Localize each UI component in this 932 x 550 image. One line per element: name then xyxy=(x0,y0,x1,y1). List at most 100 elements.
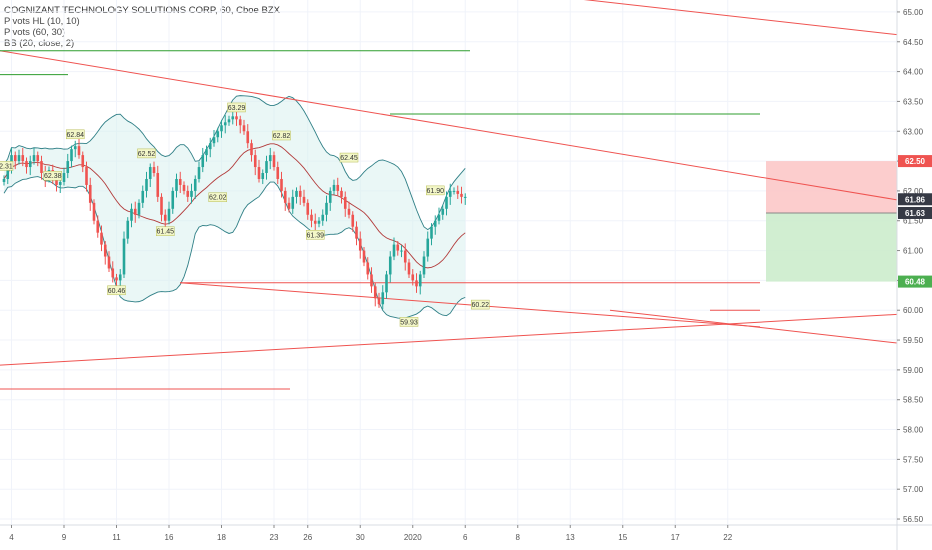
candle-body[interactable] xyxy=(261,173,265,179)
candle-body[interactable] xyxy=(21,155,25,162)
candle-body[interactable] xyxy=(388,256,392,275)
candle-body[interactable] xyxy=(253,155,257,168)
candle-body[interactable] xyxy=(460,193,463,197)
candle-body[interactable] xyxy=(88,184,92,203)
candle-body[interactable] xyxy=(433,220,437,227)
candle-body[interactable] xyxy=(238,119,242,126)
candle-body[interactable] xyxy=(58,181,62,185)
candle-body[interactable] xyxy=(456,190,460,194)
candle-body[interactable] xyxy=(10,155,13,168)
candle-body[interactable] xyxy=(430,226,433,239)
candle-body[interactable] xyxy=(257,167,261,179)
candle-body[interactable] xyxy=(328,190,332,203)
candle-body[interactable] xyxy=(242,125,246,132)
candle-body[interactable] xyxy=(332,184,336,191)
candle-body[interactable] xyxy=(351,214,355,227)
candle-body[interactable] xyxy=(373,286,377,299)
trend-line[interactable] xyxy=(179,282,761,328)
candle-body[interactable] xyxy=(107,256,111,269)
candle-body[interactable] xyxy=(340,190,343,197)
candle-body[interactable] xyxy=(250,143,253,156)
candle-body[interactable] xyxy=(370,274,373,287)
trend-line[interactable] xyxy=(0,50,898,201)
candle-body[interactable] xyxy=(377,298,381,305)
candle-body[interactable] xyxy=(167,208,171,221)
candle-body[interactable] xyxy=(152,167,156,174)
candle-body[interactable] xyxy=(148,167,152,179)
candle-body[interactable] xyxy=(452,190,456,192)
candle-body[interactable] xyxy=(66,161,70,174)
candle-body[interactable] xyxy=(463,196,467,198)
candle-body[interactable] xyxy=(223,122,227,126)
candle-body[interactable] xyxy=(287,202,291,209)
candle-body[interactable] xyxy=(55,178,58,185)
candle-body[interactable] xyxy=(445,196,448,209)
candle-body[interactable] xyxy=(126,220,130,239)
candle-body[interactable] xyxy=(73,146,77,150)
candle-body[interactable] xyxy=(25,161,28,168)
candle-body[interactable] xyxy=(272,155,276,168)
candle-body[interactable] xyxy=(81,155,85,168)
candle-body[interactable] xyxy=(347,208,351,215)
candle-body[interactable] xyxy=(437,214,441,221)
candle-body[interactable] xyxy=(448,190,452,197)
candle-body[interactable] xyxy=(325,202,328,215)
candle-body[interactable] xyxy=(381,292,385,305)
candle-body[interactable] xyxy=(276,167,280,179)
candle-body[interactable] xyxy=(422,256,426,275)
candle-body[interactable] xyxy=(411,274,415,281)
candle-body[interactable] xyxy=(400,250,403,252)
candle-body[interactable] xyxy=(85,167,88,185)
candle-body[interactable] xyxy=(186,190,190,197)
candle-body[interactable] xyxy=(343,196,347,209)
candle-body[interactable] xyxy=(163,214,167,221)
candle-body[interactable] xyxy=(426,238,430,257)
candle-body[interactable] xyxy=(407,262,411,275)
candle-body[interactable] xyxy=(231,116,235,120)
candle-body[interactable] xyxy=(246,131,250,144)
candle-body[interactable] xyxy=(385,274,388,293)
candle-body[interactable] xyxy=(137,202,141,215)
candle-body[interactable] xyxy=(396,244,400,251)
candle-body[interactable] xyxy=(92,202,96,221)
candle-body[interactable] xyxy=(355,226,358,239)
candle-body[interactable] xyxy=(6,167,10,179)
candle-body[interactable] xyxy=(13,155,17,162)
candle-body[interactable] xyxy=(265,161,268,174)
candle-body[interactable] xyxy=(178,178,182,185)
candle-body[interactable] xyxy=(111,268,115,278)
candle-body[interactable] xyxy=(141,190,145,203)
candle-body[interactable] xyxy=(441,208,445,215)
candle-body[interactable] xyxy=(32,155,36,162)
candle-body[interactable] xyxy=(403,250,407,263)
candle-body[interactable] xyxy=(36,155,40,162)
candle-body[interactable] xyxy=(115,277,118,281)
candle-body[interactable] xyxy=(208,143,212,150)
candle-body[interactable] xyxy=(415,280,418,287)
candle-body[interactable] xyxy=(96,220,100,233)
candle-body[interactable] xyxy=(145,178,148,191)
candle-body[interactable] xyxy=(193,178,197,191)
candle-body[interactable] xyxy=(216,131,220,138)
candle-body[interactable] xyxy=(103,244,107,257)
candle-body[interactable] xyxy=(283,190,287,203)
candle-body[interactable] xyxy=(160,196,163,215)
candle-body[interactable] xyxy=(205,149,208,156)
candle-body[interactable] xyxy=(366,262,370,275)
candle-body[interactable] xyxy=(122,238,126,275)
candle-body[interactable] xyxy=(130,208,133,221)
candle-body[interactable] xyxy=(171,190,175,209)
candle-body[interactable] xyxy=(201,155,205,168)
candle-body[interactable] xyxy=(62,173,66,182)
candle-body[interactable] xyxy=(77,146,81,156)
candle-body[interactable] xyxy=(336,184,340,191)
trend-line[interactable] xyxy=(0,313,898,366)
candle-body[interactable] xyxy=(220,125,223,132)
candle-body[interactable] xyxy=(291,196,295,209)
candle-body[interactable] xyxy=(362,250,366,263)
candle-body[interactable] xyxy=(392,244,396,257)
candle-body[interactable] xyxy=(235,116,238,120)
candle-body[interactable] xyxy=(295,190,298,197)
candle-body[interactable] xyxy=(175,178,178,191)
